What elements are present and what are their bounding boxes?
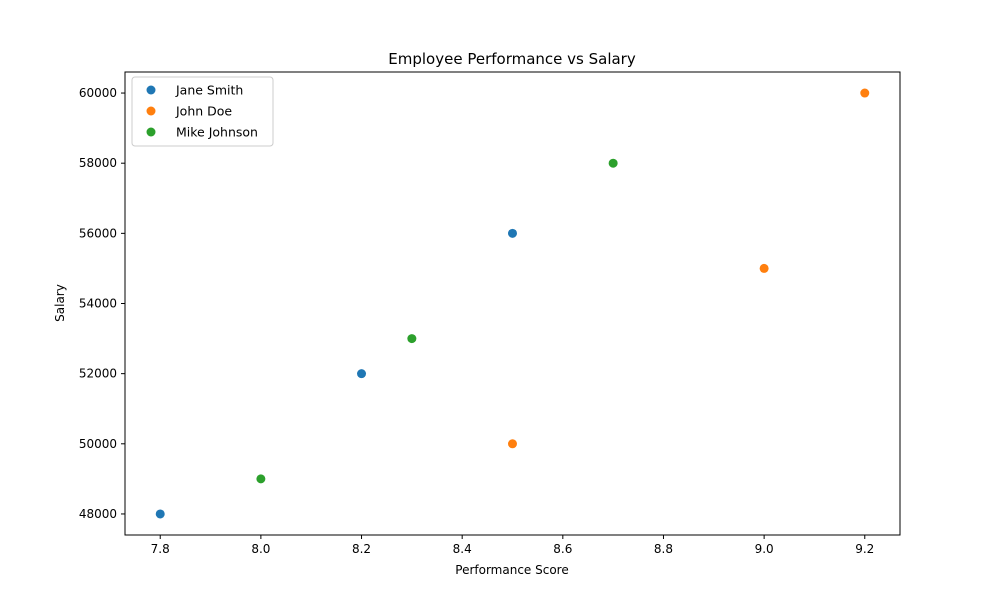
y-tick-label: 54000 <box>79 297 117 311</box>
data-point-john-doe <box>759 263 769 273</box>
plot-frame <box>124 71 901 536</box>
legend-marker <box>146 106 156 116</box>
data-points <box>155 88 870 519</box>
legend-label: Mike Johnson <box>176 125 258 140</box>
legend-label: John Doe <box>175 104 232 119</box>
x-tick-label: 8.8 <box>654 542 673 556</box>
legend-marker <box>146 85 156 95</box>
data-point-john-doe <box>508 439 517 449</box>
y-tick-label: 52000 <box>79 367 117 381</box>
data-point-mike-johnson <box>608 158 618 168</box>
legend-marker <box>146 127 156 137</box>
x-tick-label: 8.4 <box>453 542 472 556</box>
legend-label: Jane Smith <box>175 83 243 98</box>
data-point-jane-smith <box>155 509 165 519</box>
y-tick-label: 50000 <box>79 437 117 451</box>
x-tick-label: 9.0 <box>755 542 774 556</box>
data-point-jane-smith <box>508 228 517 238</box>
chart-title: Employee Performance vs Salary <box>388 50 636 68</box>
data-point-jane-smith <box>357 369 367 379</box>
x-tick-label: 8.6 <box>553 542 572 556</box>
x-tick-label: 9.2 <box>855 542 874 556</box>
y-tick-label: 48000 <box>79 507 117 521</box>
x-axis-label: Performance Score <box>455 563 568 577</box>
y-tick-label: 60000 <box>79 86 117 100</box>
x-tick-label: 7.8 <box>151 542 170 556</box>
x-tick-label: 8.0 <box>251 542 270 556</box>
y-axis-label: Salary <box>53 284 67 322</box>
data-point-mike-johnson <box>407 334 417 344</box>
y-tick-label: 56000 <box>79 226 117 240</box>
legend: Jane Smith John Doe Mike Johnson <box>131 76 274 147</box>
legend-box <box>131 76 274 147</box>
axis-ticks: 7.8 8.0 8.2 8.4 8.6 8.8 9.0 9.2 48000 50000 52000 5… <box>79 86 875 556</box>
data-point-john-doe <box>860 88 870 98</box>
data-point-mike-johnson <box>256 474 266 484</box>
y-tick-label: 58000 <box>79 156 117 170</box>
x-tick-label: 8.2 <box>352 542 371 556</box>
